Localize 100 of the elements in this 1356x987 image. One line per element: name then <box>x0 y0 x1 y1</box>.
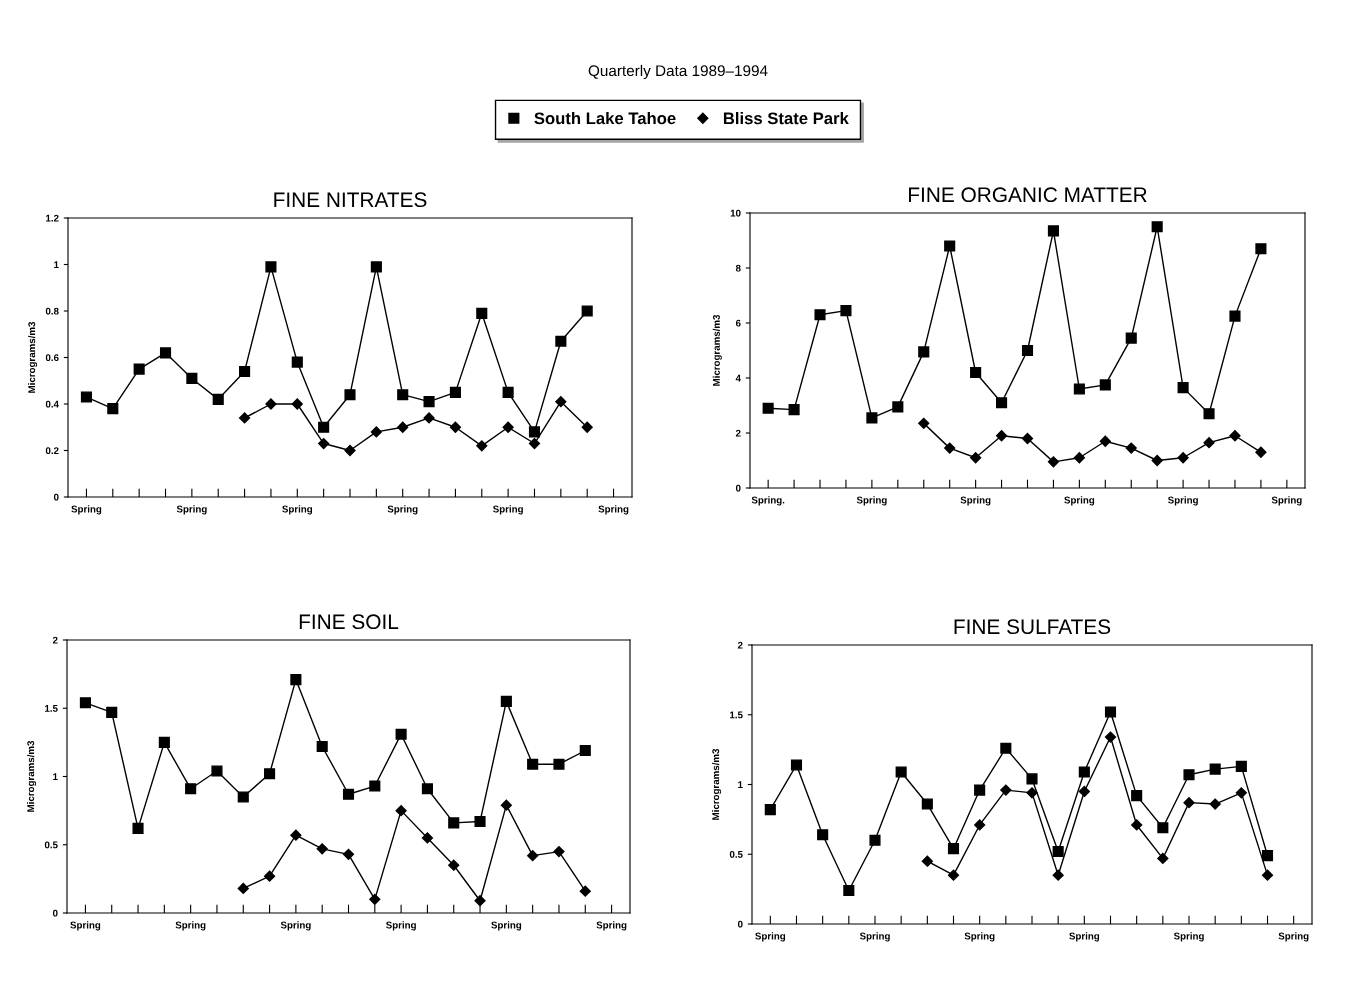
legend-label: South Lake Tahoe <box>534 112 676 125</box>
y-tick-label: 1 <box>53 773 58 781</box>
x-tick-label: Spring <box>598 505 629 515</box>
point <box>369 780 381 792</box>
y-axis-title: Micrograms/m3 <box>712 314 722 386</box>
point <box>1151 221 1163 233</box>
x-tick-label: Spring <box>1278 932 1309 942</box>
point <box>869 834 881 846</box>
point <box>1151 454 1163 467</box>
point <box>579 885 591 897</box>
y-tick-label: 2 <box>737 641 743 649</box>
point <box>80 391 93 403</box>
point <box>1203 408 1215 420</box>
point <box>1078 785 1090 798</box>
point <box>502 421 514 433</box>
y-tick-label: 1.5 <box>45 705 58 712</box>
point <box>970 366 982 379</box>
x-tick-label: Spring <box>493 505 523 515</box>
point <box>1125 332 1137 344</box>
point <box>1073 383 1085 395</box>
point <box>1255 446 1267 458</box>
point <box>1104 731 1117 743</box>
point <box>186 372 198 384</box>
point <box>1000 742 1012 754</box>
point <box>1099 435 1111 447</box>
x-tick-label: Spring <box>280 921 311 931</box>
point <box>527 850 539 862</box>
point <box>1131 790 1143 802</box>
chart-title: FINE SULFATES <box>954 619 1111 635</box>
point <box>395 728 407 740</box>
point <box>528 437 541 450</box>
chart-title: FINE ORGANIC MATTER <box>909 187 1147 203</box>
point <box>895 766 907 778</box>
point <box>1000 784 1012 796</box>
y-tick-label: 1.2 <box>46 214 59 222</box>
x-tick-label: Spring <box>387 505 418 515</box>
point <box>1073 452 1085 464</box>
point <box>449 386 461 398</box>
point <box>1261 869 1274 881</box>
x-tick-label: Spring <box>755 932 786 942</box>
y-tick-label: 0 <box>735 484 741 492</box>
x-tick-label: Spring <box>964 932 995 942</box>
point <box>397 421 409 433</box>
point <box>528 426 541 438</box>
point <box>1047 225 1059 237</box>
x-tick-label: Spring <box>386 921 416 931</box>
point <box>318 437 330 450</box>
y-tick-label: 1 <box>738 781 743 789</box>
point <box>421 783 433 795</box>
point <box>579 745 591 757</box>
x-tick-label: Spring <box>1069 932 1100 942</box>
point <box>1261 850 1274 862</box>
point <box>107 403 119 415</box>
point <box>918 417 930 429</box>
point <box>1229 310 1241 322</box>
y-axis-title: Micrograms/m3 <box>27 740 37 812</box>
point <box>133 363 145 375</box>
point <box>947 869 960 881</box>
point <box>421 832 434 844</box>
point <box>764 804 776 816</box>
y-tick-label: 0 <box>53 493 59 501</box>
point <box>1125 442 1137 454</box>
y-tick-label: 8 <box>735 264 741 272</box>
y-tick-label: 0.6 <box>45 354 59 362</box>
point <box>555 335 567 347</box>
point <box>318 421 330 433</box>
point <box>502 386 514 398</box>
x-tick-label: Spring <box>960 496 991 506</box>
point <box>79 697 91 709</box>
point <box>263 870 276 882</box>
point <box>342 848 355 860</box>
chart-title: FINE SOIL <box>299 614 399 630</box>
x-tick-label: Spring <box>856 496 887 506</box>
point <box>814 309 826 321</box>
point <box>921 798 933 810</box>
y-tick-label: 0.4 <box>45 400 59 408</box>
point <box>212 393 224 405</box>
y-tick-label: 2 <box>735 429 741 437</box>
point <box>369 893 381 905</box>
point <box>1183 769 1195 781</box>
point <box>423 412 435 424</box>
y-tick-label: 0 <box>737 920 743 928</box>
point <box>185 783 197 795</box>
point <box>974 784 986 796</box>
x-tick-label: Spring <box>491 921 522 931</box>
point <box>395 805 407 817</box>
text: Quarterly Data 1989–1994 <box>588 64 768 80</box>
y-tick-label: 0.8 <box>45 307 59 315</box>
point <box>843 884 855 897</box>
point <box>1203 437 1215 449</box>
point <box>342 788 355 800</box>
point <box>500 799 512 811</box>
point <box>423 396 435 408</box>
point <box>1183 797 1195 809</box>
point <box>106 706 118 718</box>
x-tick-label: Spring <box>859 932 890 942</box>
x-tick-label: Spring <box>1064 496 1095 506</box>
point <box>291 356 303 368</box>
point <box>1021 344 1034 357</box>
point <box>995 430 1008 442</box>
